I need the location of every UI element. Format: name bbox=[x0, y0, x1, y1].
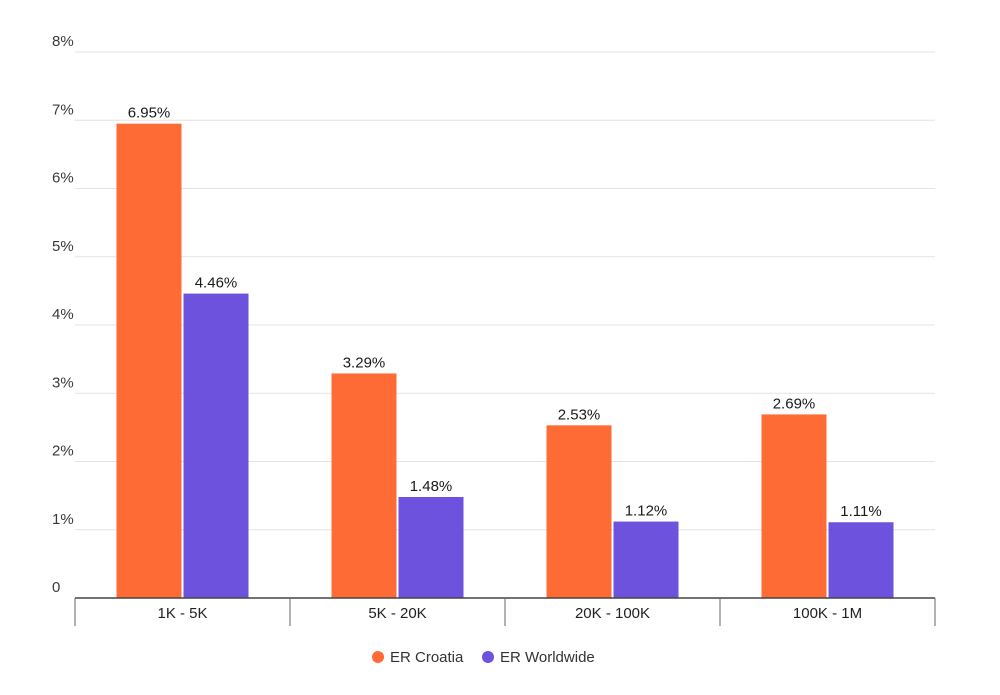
legend-label: ER Croatia bbox=[390, 649, 464, 666]
bar-er-worldwide bbox=[828, 522, 894, 598]
data-label: 3.29% bbox=[343, 354, 386, 371]
y-tick-label: 5% bbox=[52, 238, 74, 255]
bar-er-croatia bbox=[331, 373, 397, 598]
data-label: 4.46% bbox=[195, 275, 238, 292]
x-tick-label: 5K - 20K bbox=[368, 605, 426, 622]
data-label: 2.53% bbox=[558, 406, 601, 423]
bar-er-worldwide bbox=[183, 293, 249, 598]
bars bbox=[116, 123, 894, 598]
bar-er-worldwide bbox=[613, 521, 679, 598]
y-tick-label: 1% bbox=[52, 511, 74, 528]
data-labels: 6.95% 4.46% 3.29% 1.48% 2.53% 1.12% 2.69% 1.11% bbox=[128, 105, 882, 521]
y-tick-label: 0 bbox=[52, 579, 60, 596]
data-label: 6.95% bbox=[128, 105, 171, 122]
legend-marker bbox=[482, 651, 494, 663]
y-tick-label: 6% bbox=[52, 170, 74, 187]
legend-marker bbox=[372, 651, 384, 663]
data-label: 2.69% bbox=[773, 395, 816, 412]
x-tick-label: 20K - 100K bbox=[575, 605, 650, 622]
y-tick-label: 7% bbox=[52, 101, 74, 118]
legend: ER Croatia ER Worldwide bbox=[372, 649, 595, 666]
data-label: 1.11% bbox=[840, 503, 881, 520]
legend-label: ER Worldwide bbox=[500, 649, 595, 666]
y-tick-label: 8% bbox=[52, 33, 74, 50]
bar-er-croatia bbox=[116, 123, 182, 598]
x-tick-label: 1K - 5K bbox=[157, 605, 207, 622]
y-axis-ticks: 0 1% 2% 3% 4% 5% 6% 7% 8% bbox=[52, 33, 74, 596]
y-tick-label: 4% bbox=[52, 306, 74, 323]
y-tick-label: 3% bbox=[52, 374, 74, 391]
data-label: 1.12% bbox=[625, 503, 668, 520]
bar-er-worldwide bbox=[398, 496, 464, 598]
data-label: 1.48% bbox=[410, 478, 453, 495]
x-axis: 1K - 5K 5K - 20K 20K - 100K 100K - 1M bbox=[74, 597, 936, 626]
bar-er-croatia bbox=[546, 425, 612, 598]
x-tick-label: 100K - 1M bbox=[793, 605, 862, 622]
y-tick-label: 2% bbox=[52, 443, 74, 460]
bar-er-croatia bbox=[761, 414, 827, 598]
